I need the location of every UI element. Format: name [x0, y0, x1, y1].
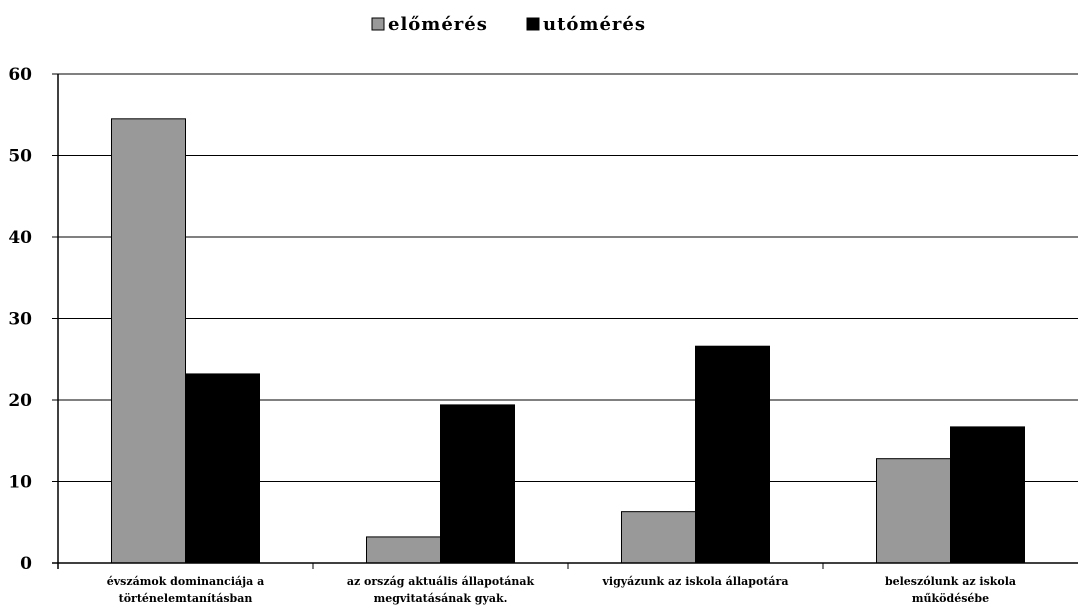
bar-elomeres-0: [111, 118, 186, 564]
x-category-label-0: évszámok dominanciája a történelemtanítás…: [107, 575, 264, 605]
y-tick-label-60: 60: [8, 65, 32, 85]
x-category-label-3: beleszólunk az iskola működésébe: [885, 575, 1016, 605]
bar-elomeres-2: [621, 511, 696, 564]
x-axis-labels: évszámok dominanciája a történelemtanítás…: [107, 575, 1016, 605]
legend-label-elomeres: előmérés: [388, 14, 488, 35]
y-tick-label-0: 0: [20, 554, 32, 574]
y-axis-ticks: 0 10 20 30 40 50 60: [8, 65, 58, 574]
x-category-label-2: vigyázunk az iskola állapotára: [602, 575, 789, 588]
bar-utomeres-3: [950, 426, 1025, 564]
y-tick-label-40: 40: [8, 228, 32, 248]
bars: [111, 118, 1025, 564]
legend-swatch-utomeres: [526, 17, 540, 31]
axes: [52, 74, 1078, 569]
y-tick-label-50: 50: [8, 147, 32, 167]
legend-swatch-elomeres: [371, 17, 385, 31]
bar-utomeres-1: [440, 404, 515, 564]
bar-elomeres-1: [366, 536, 441, 564]
legend: előmérés utómérés: [371, 14, 646, 35]
y-tick-label-20: 20: [8, 391, 32, 411]
bar-elomeres-3: [876, 458, 951, 564]
bar-utomeres-2: [695, 345, 770, 564]
legend-label-utomeres: utómérés: [543, 14, 646, 35]
y-tick-label-10: 10: [8, 473, 32, 493]
bar-utomeres-0: [185, 373, 260, 564]
x-category-label-1: az ország aktuális állapotának megvitatás…: [347, 575, 535, 605]
y-tick-label-30: 30: [8, 310, 32, 330]
